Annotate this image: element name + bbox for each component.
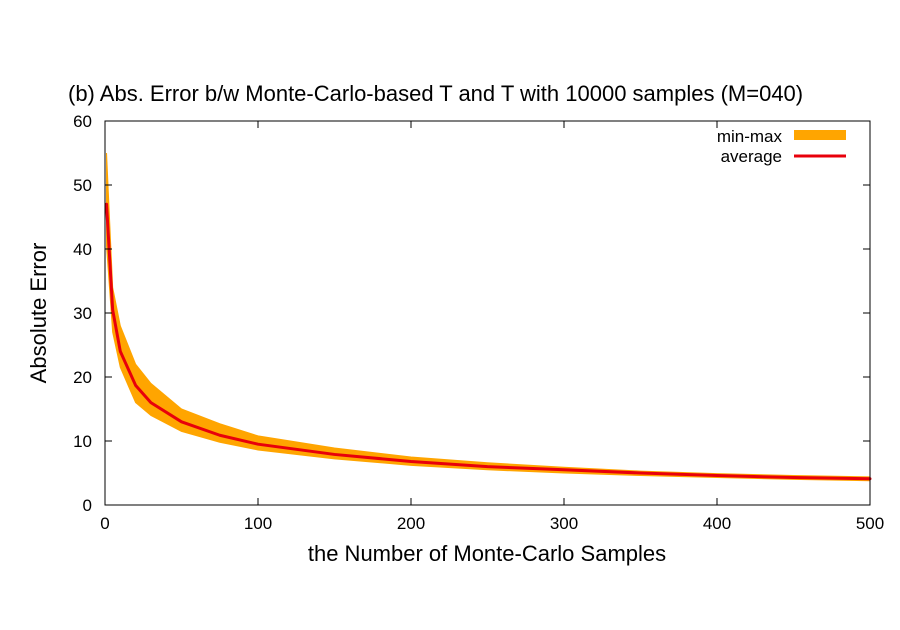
x-tick-label: 0 (100, 514, 109, 533)
plot-frame (104, 120, 871, 506)
y-axis-ticks: 0 10 20 30 40 50 60 (73, 112, 870, 515)
x-tick-label: 200 (397, 514, 425, 533)
chart-title: (b) Abs. Error b/w Monte-Carlo-based T a… (68, 81, 803, 106)
x-tick-label: 500 (856, 514, 884, 533)
y-axis-title: Absolute Error (26, 243, 51, 384)
average-line-layer (105, 202, 872, 481)
x-axis-ticks: 0 100 200 300 400 500 (100, 121, 884, 533)
y-tick-label: 60 (73, 112, 92, 131)
legend-swatch-min-max (794, 130, 846, 140)
legend-label-average: average (721, 147, 782, 166)
average-line (105, 202, 872, 481)
min-max-band (106, 152, 871, 482)
y-tick-label: 0 (83, 496, 92, 515)
legend-label-min-max: min-max (717, 127, 783, 146)
legend: min-max average (717, 127, 846, 166)
x-tick-label: 300 (550, 514, 578, 533)
y-tick-label: 30 (73, 304, 92, 323)
y-tick-label: 50 (73, 176, 92, 195)
y-tick-label: 40 (73, 240, 92, 259)
x-axis-title: the Number of Monte-Carlo Samples (308, 541, 666, 566)
y-tick-label: 10 (73, 432, 92, 451)
y-tick-label: 20 (73, 368, 92, 387)
x-tick-label: 400 (703, 514, 731, 533)
min-max-band-layer (106, 152, 871, 482)
x-tick-label: 100 (244, 514, 272, 533)
